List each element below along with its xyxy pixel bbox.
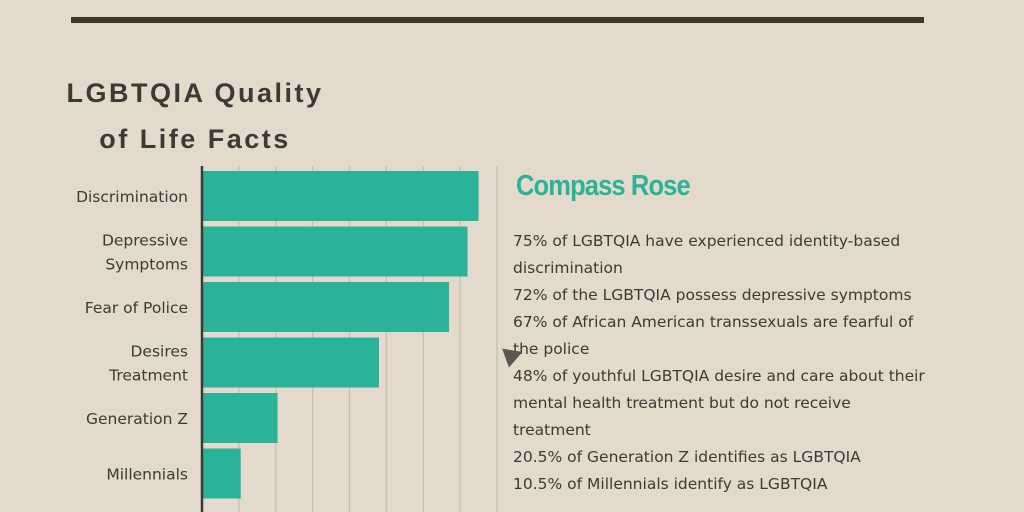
category-label: Depressive Symptoms <box>102 232 188 274</box>
bar <box>202 393 278 443</box>
category-label-line: Generation Z <box>86 410 188 428</box>
title-line-1: LGBTQIA Quality <box>66 78 324 108</box>
brand-name: Compass Rose <box>516 170 691 202</box>
fact-item: 48% of youthful LGBTQIA desire and care … <box>513 367 925 439</box>
category-label-line: Millennials <box>106 466 188 484</box>
fact-item: 20.5% of Generation Z identifies as LGBT… <box>513 448 861 466</box>
category-label: Generation Z <box>86 410 188 428</box>
top-rule <box>71 17 924 23</box>
fact-item: 75% of LGBTQIA have experienced identity… <box>513 232 901 277</box>
category-label-line: Discrimination <box>76 188 188 206</box>
category-label: Discrimination <box>76 188 188 206</box>
bar <box>202 282 450 332</box>
bar <box>202 226 468 277</box>
bar <box>202 171 479 221</box>
category-label: Fear of Police <box>85 299 188 317</box>
bar <box>202 448 241 499</box>
category-label-line: Treatment <box>108 367 188 385</box>
title-line-2: of Life Facts <box>99 124 291 154</box>
page-title: LGBTQIA Quality of Life Facts <box>60 70 330 162</box>
category-label-line: Desires <box>131 343 189 361</box>
fact-item: 67% of African American transsexuals are… <box>513 313 914 358</box>
fact-item: 72% of the LGBTQIA possess depressive sy… <box>513 286 912 304</box>
category-label-line: Depressive <box>102 232 188 250</box>
category-label: Millennials <box>106 466 188 484</box>
bar <box>202 337 379 388</box>
category-label: Desires Treatment <box>108 343 188 385</box>
fact-item: 10.5% of Millennials identify as LGBTQIA <box>513 475 828 493</box>
category-label-line: Symptoms <box>105 256 188 274</box>
category-label-line: Fear of Police <box>85 299 188 317</box>
facts-list: 75% of LGBTQIA have experienced identity… <box>513 228 933 498</box>
